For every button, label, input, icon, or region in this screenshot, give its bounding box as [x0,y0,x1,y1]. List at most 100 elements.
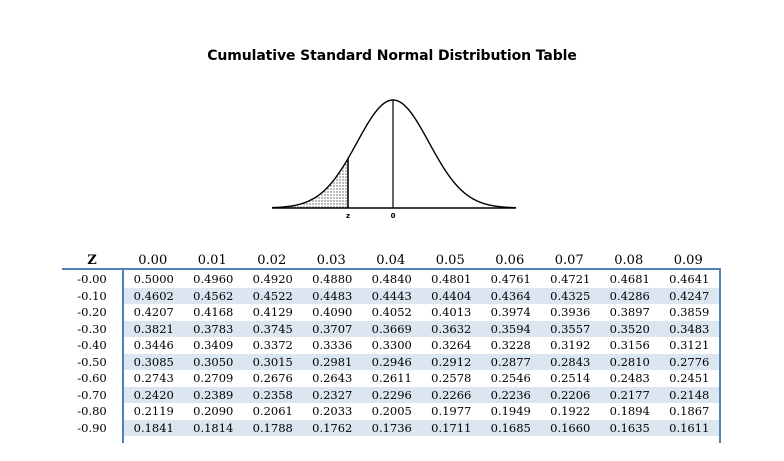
table-cell: 0.1711 [431,420,472,435]
table-cell: 0.2611 [371,371,412,385]
z-row-label: -0.90 [77,420,107,435]
table-cell: 0.2776 [669,354,710,369]
table-cell: 0.4721 [550,272,591,286]
normal-curve-figure: z 0 [271,99,517,220]
table-cell: 0.3228 [490,338,531,352]
table-cell: 0.1841 [133,420,174,435]
table-row: 0.4207 0.4168 0.4129 0.4090 0.4052 0.4013 0.39… [124,304,719,321]
table-cell: 0.3050 [193,354,234,369]
table-cell: 0.2546 [490,371,531,385]
table-cell: 0.2743 [133,371,174,385]
table-cell: 0.4325 [550,288,591,303]
table-cell: 0.3557 [550,321,591,336]
table-cell: 0.2033 [312,404,353,418]
table-cell: 0.4920 [252,272,293,286]
z-row-label: -0.40 [77,338,107,352]
table-cell: 0.3192 [550,338,591,352]
table-cell: 0.2061 [252,404,293,418]
table-cell: 0.3156 [609,338,650,352]
z-axis-label: z [346,212,350,220]
table-cell: 0.3669 [371,321,412,336]
z-row-label: -0.20 [77,305,107,319]
zero-axis-label: 0 [391,212,396,220]
table-cell: 0.4247 [669,288,710,303]
table-cell: 0.4522 [252,288,293,303]
table-cell: 0.4443 [371,288,412,303]
table-cell: 0.2877 [490,354,531,369]
header-divider [62,268,122,270]
table-cell: 0.2358 [252,387,293,402]
table-cell: 0.4129 [252,305,293,319]
table-cell: 0.1894 [609,404,650,418]
z-row-label: -0.60 [77,371,107,385]
table-cell: 0.4801 [431,272,472,286]
column-header: 0.03 [316,253,346,268]
z-row-label: -0.70 [77,387,107,402]
table-row: 0.2743 0.2709 0.2676 0.2643 0.2611 0.2578 0.25… [124,370,719,387]
table-cell: 0.4960 [193,272,234,286]
table-cell: 0.4840 [371,272,412,286]
table-cell: 0.2148 [669,387,710,402]
table-cell: 0.2236 [490,387,531,402]
z-row-label: -0.00 [77,272,107,286]
column-header: 0.02 [257,253,287,268]
table-cell: 0.3085 [133,354,174,369]
table-cell: 0.4364 [490,288,531,303]
table-cell: 0.4761 [490,272,531,286]
table-cell: 0.2709 [193,371,234,385]
table-row: 0.2119 0.2090 0.2061 0.2033 0.2005 0.1977 0.19… [124,403,719,420]
table-cell: 0.2420 [133,387,174,402]
table-cell: 0.2206 [550,387,591,402]
table-cell: 0.1788 [252,420,293,435]
table-cell: 0.4483 [312,288,353,303]
table-cell: 0.2981 [312,354,353,369]
table-cell: 0.4880 [312,272,353,286]
table-cell: 0.3121 [669,338,710,352]
table-row: 0.1841 0.1814 0.1788 0.1762 0.1736 0.1711 0.16… [124,419,719,436]
z-row-label: -0.30 [77,321,107,336]
table-cell: 0.3015 [252,354,293,369]
table-cell: 0.4207 [133,305,174,319]
table-cell: 0.1814 [193,420,234,435]
table-cell: 0.4013 [431,305,472,319]
table-cell: 0.3372 [252,338,293,352]
table-cell: 0.3821 [133,321,174,336]
table-cell: 0.2451 [669,371,710,385]
table-cell: 0.3897 [609,305,650,319]
table-row: 0.4602 0.4562 0.4522 0.4483 0.4443 0.4404 0.43… [124,287,719,304]
column-header: 0.07 [554,253,584,268]
z-row-label: -0.80 [77,404,107,418]
table-cell: 0.1635 [609,420,650,435]
table-cell: 0.2296 [371,387,412,402]
table-cell: 0.2266 [431,387,472,402]
table-cell: 0.2327 [312,387,353,402]
table-cell: 0.2005 [371,404,412,418]
table-cell: 0.3936 [550,305,591,319]
table-cell: 0.3745 [252,321,293,336]
table-cell: 0.3707 [312,321,353,336]
table-cell: 0.3632 [431,321,472,336]
table-cell: 0.4052 [371,305,412,319]
table-cell: 0.3264 [431,338,472,352]
column-header: 0.05 [435,253,465,268]
shaded-area [272,158,348,208]
table-cell: 0.1867 [669,404,710,418]
page-title: Cumulative Standard Normal Distribution … [207,48,577,64]
table-cell: 0.1949 [490,404,531,418]
table-cell: 0.3300 [371,338,412,352]
table-cell: 0.4168 [193,305,234,319]
table-cell: 0.2090 [193,404,234,418]
table-cell: 0.1611 [669,420,710,435]
table-row: 0.3821 0.3783 0.3745 0.3707 0.3669 0.3632 0.35… [124,320,719,337]
table-cell: 0.3520 [609,321,650,336]
table-cell: 0.2946 [371,354,412,369]
table-cell: 0.3483 [669,321,710,336]
table-cell: 0.2119 [133,404,174,418]
z-row-label: -0.10 [77,288,107,303]
document-page: Cumulative Standard Normal Distribution … [62,48,721,443]
column-header: 0.06 [495,253,525,268]
table-row: 0.3085 0.3050 0.3015 0.2981 0.2946 0.2912 0.28… [124,353,719,370]
table-cell: 0.4681 [609,272,650,286]
table-cell: 0.4562 [193,288,234,303]
table-cell: 0.3336 [312,338,353,352]
